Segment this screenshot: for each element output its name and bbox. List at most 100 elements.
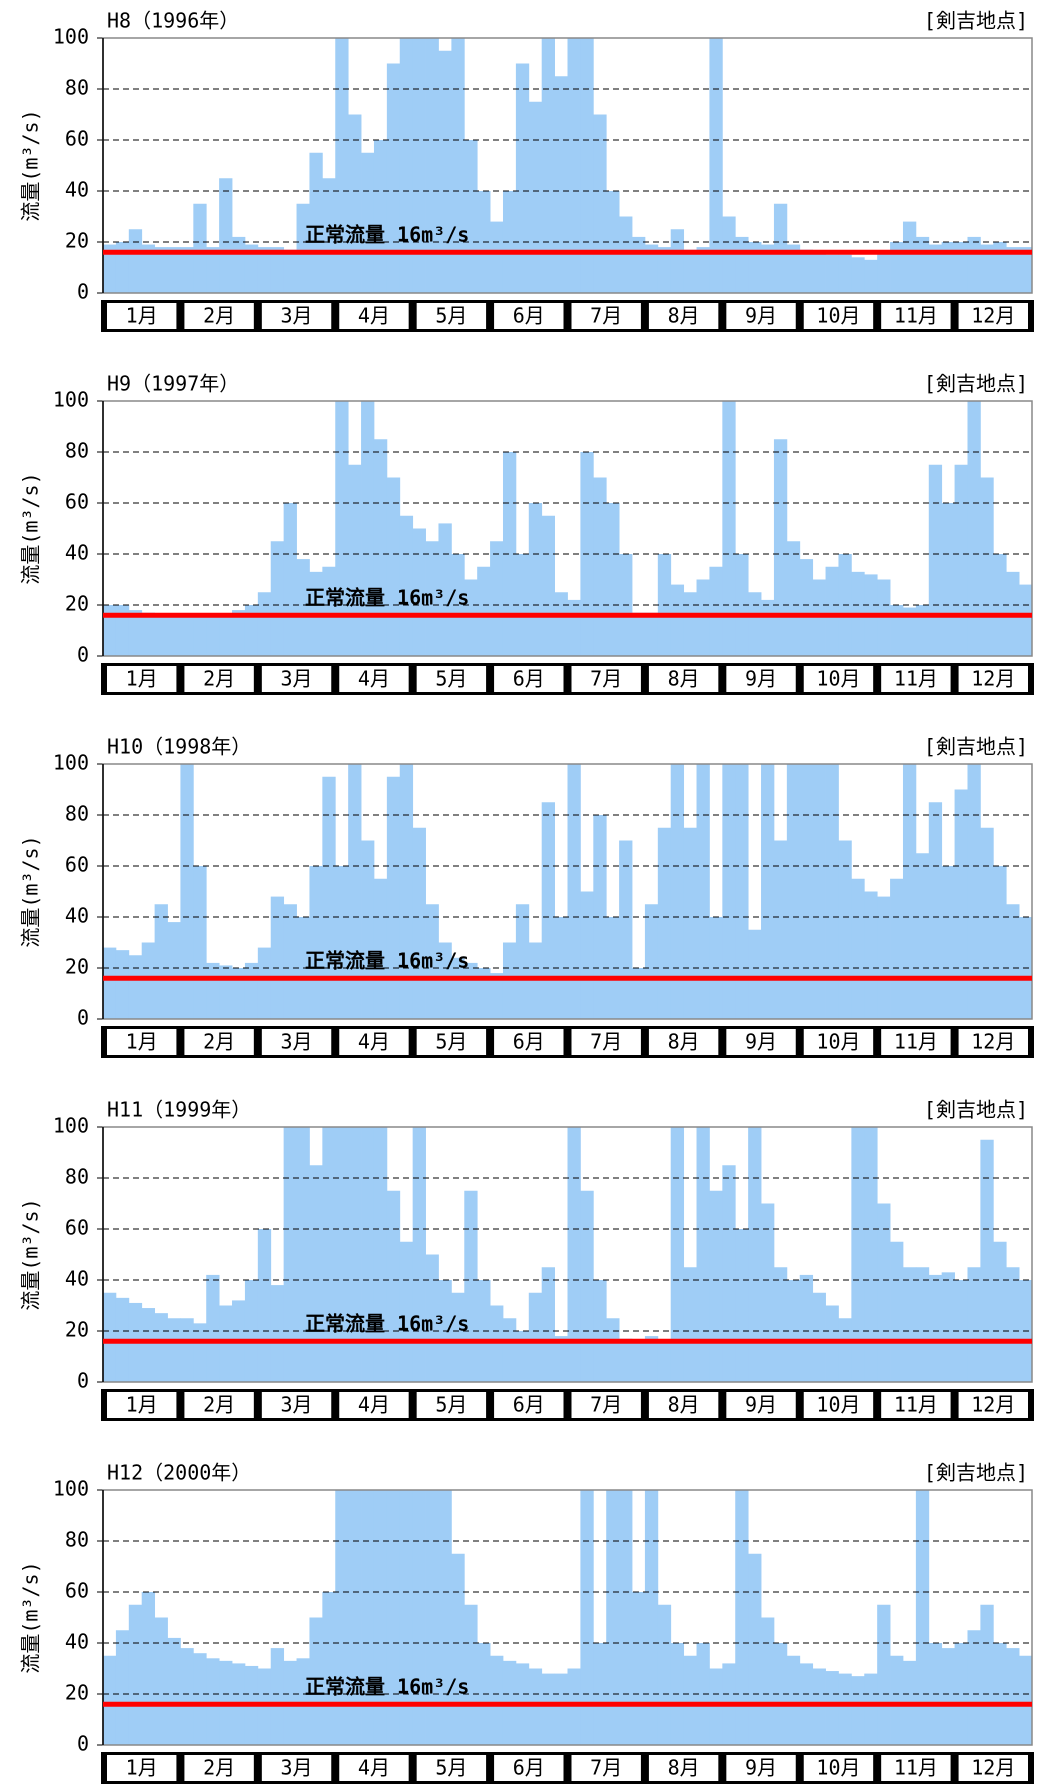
month-box — [881, 1029, 951, 1055]
bar — [915, 1490, 930, 1745]
month-box — [339, 303, 409, 329]
bar — [141, 942, 156, 1019]
bar — [193, 203, 207, 293]
bar — [993, 1643, 1007, 1745]
bar — [154, 615, 168, 656]
bar — [683, 1267, 697, 1382]
bar — [812, 579, 826, 656]
x-tick-label: 6月 — [513, 1393, 545, 1417]
bar — [541, 1267, 555, 1382]
bar — [993, 1241, 1007, 1382]
bar — [799, 249, 814, 293]
x-tick-label: 1月 — [126, 1030, 158, 1054]
y-tick-label: 20 — [65, 955, 89, 979]
bar — [696, 764, 710, 1019]
y-tick-label: 20 — [65, 1681, 89, 1705]
y-tick-label: 100 — [53, 1114, 89, 1138]
bar — [244, 244, 259, 293]
month-box — [958, 1755, 1028, 1781]
x-tick-label: 5月 — [435, 1030, 467, 1054]
x-tick-label: 11月 — [894, 667, 938, 691]
bar — [283, 249, 297, 293]
bar — [799, 764, 814, 1019]
month-box — [648, 666, 719, 692]
bar — [606, 1490, 620, 1745]
bar — [644, 1336, 659, 1382]
y-axis-title: 流量(m³/s) — [19, 472, 43, 584]
month-box — [648, 1392, 719, 1418]
bar — [670, 229, 685, 293]
x-tick-label: 5月 — [435, 304, 467, 328]
bar — [219, 615, 233, 656]
month-box — [726, 1392, 796, 1418]
bar — [657, 247, 672, 293]
bar — [386, 776, 401, 1019]
bar — [515, 904, 530, 1019]
month-box — [261, 303, 332, 329]
month-box — [107, 1029, 177, 1055]
bar — [322, 1592, 336, 1745]
bar — [154, 1617, 168, 1745]
x-tick-label: 6月 — [513, 1756, 545, 1780]
panel-title: H11（1999年） — [107, 1098, 251, 1122]
x-tick-label: 5月 — [435, 1393, 467, 1417]
bar — [438, 942, 452, 1019]
bar — [232, 610, 246, 656]
bar — [451, 38, 465, 293]
bar — [309, 152, 323, 293]
bar — [348, 764, 362, 1019]
bar — [722, 764, 736, 1019]
panel-title: H12（2000年） — [107, 1461, 251, 1485]
bar — [619, 840, 633, 1019]
bar — [154, 247, 168, 293]
bar — [348, 464, 362, 656]
bar — [761, 599, 775, 656]
month-box — [726, 1755, 796, 1781]
bar — [683, 1655, 697, 1745]
bar — [244, 1280, 259, 1382]
month-box — [494, 1755, 564, 1781]
month-box — [648, 1029, 719, 1055]
month-box — [416, 666, 487, 692]
month-box — [107, 303, 177, 329]
month-box — [494, 303, 564, 329]
bar — [696, 579, 710, 656]
bar — [735, 1229, 749, 1382]
bar — [619, 1490, 633, 1745]
bar — [528, 1668, 543, 1745]
bar — [799, 1274, 814, 1382]
bar — [425, 904, 439, 1019]
bar — [103, 605, 117, 656]
bar — [464, 140, 478, 293]
y-tick-label: 60 — [65, 1579, 89, 1603]
bar — [657, 1604, 672, 1745]
bar — [386, 1190, 401, 1382]
bar — [735, 1490, 749, 1745]
bar — [141, 1592, 156, 1745]
month-box — [261, 1029, 332, 1055]
bar — [438, 523, 452, 656]
bar — [980, 244, 994, 293]
bar — [709, 1190, 723, 1382]
y-tick-label: 100 — [53, 751, 89, 775]
y-tick-label: 80 — [65, 1528, 89, 1552]
month-box — [958, 1029, 1028, 1055]
bar — [773, 203, 788, 293]
bar — [373, 439, 388, 656]
bar — [941, 1648, 955, 1745]
bar — [541, 802, 555, 1019]
bar — [864, 891, 878, 1019]
bar — [232, 236, 246, 293]
bar — [438, 1490, 452, 1745]
bar — [915, 236, 930, 293]
bar — [103, 1655, 117, 1745]
bar — [954, 1280, 968, 1382]
bar — [103, 1292, 117, 1382]
bar — [193, 866, 207, 1019]
bar — [167, 615, 181, 656]
bar — [761, 764, 775, 1019]
panel-title: H8（1996年） — [107, 9, 239, 33]
bar — [257, 1668, 272, 1745]
bar — [773, 840, 788, 1019]
bar — [361, 1127, 375, 1382]
